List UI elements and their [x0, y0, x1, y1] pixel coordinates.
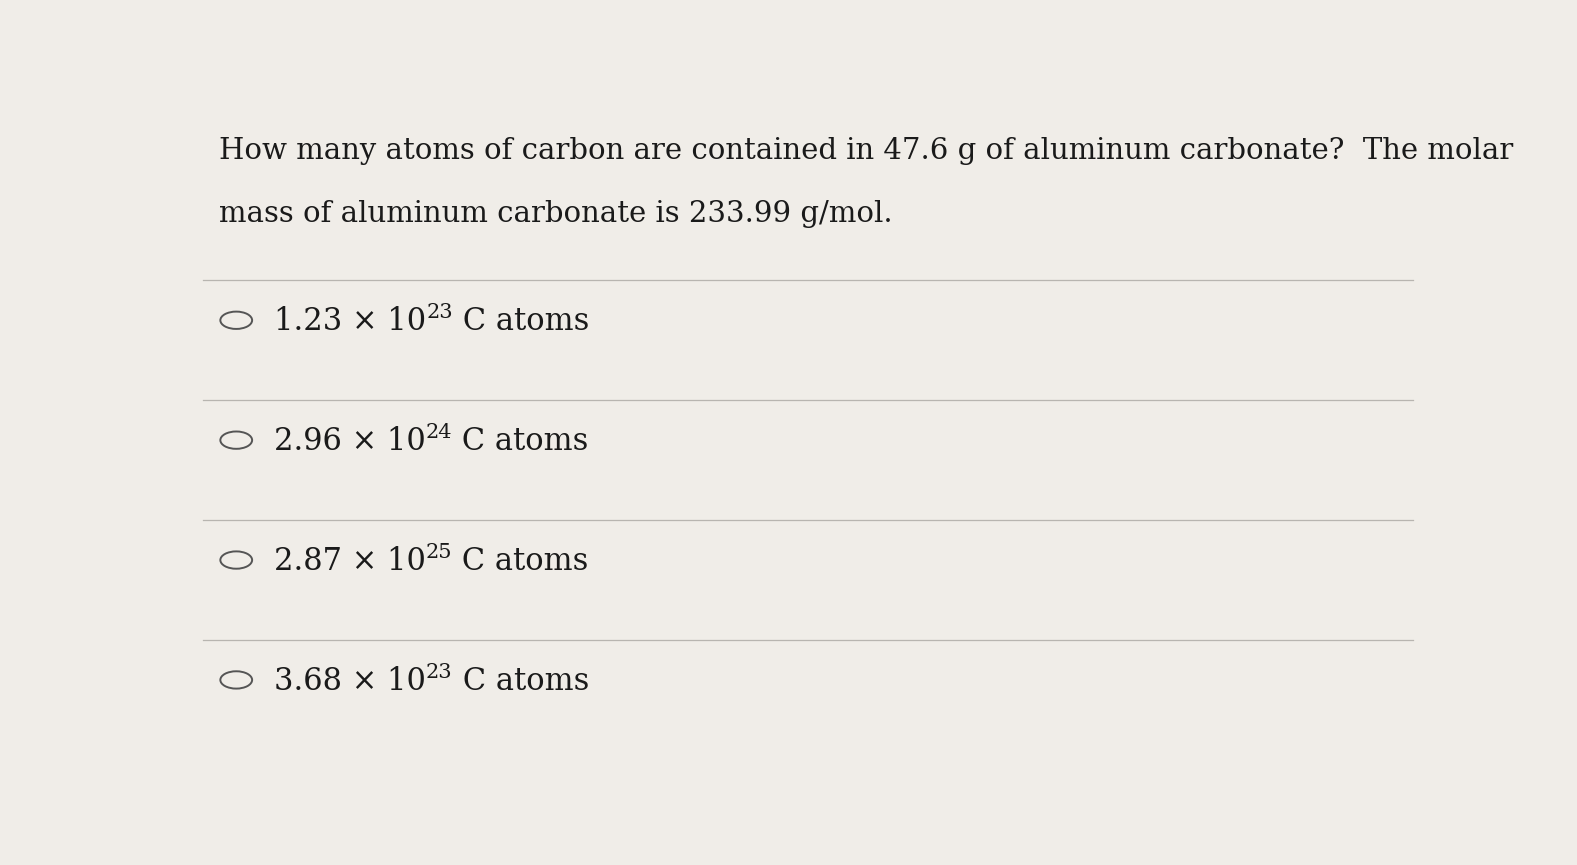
Text: 3.68 × 10: 3.68 × 10 — [274, 666, 426, 697]
Text: C atoms: C atoms — [453, 426, 588, 457]
Text: 25: 25 — [426, 543, 453, 562]
Text: 23: 23 — [426, 304, 453, 323]
Text: C atoms: C atoms — [453, 666, 588, 697]
Text: C atoms: C atoms — [453, 546, 588, 577]
Text: mass of aluminum carbonate is 233.99 g/mol.: mass of aluminum carbonate is 233.99 g/m… — [219, 201, 893, 228]
Text: 1.23 × 10: 1.23 × 10 — [274, 306, 426, 337]
Text: C atoms: C atoms — [453, 306, 590, 337]
Text: How many atoms of carbon are contained in 47.6 g of aluminum carbonate?  The mol: How many atoms of carbon are contained i… — [219, 137, 1514, 165]
Text: 2.96 × 10: 2.96 × 10 — [274, 426, 426, 457]
Text: 24: 24 — [426, 423, 453, 442]
Text: 2.87 × 10: 2.87 × 10 — [274, 546, 426, 577]
Text: 23: 23 — [426, 663, 453, 682]
